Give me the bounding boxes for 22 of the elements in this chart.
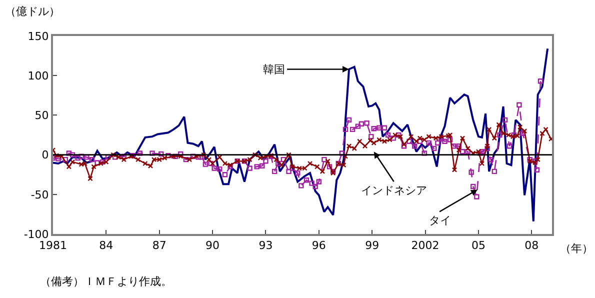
annotation: インドネシア <box>361 184 427 197</box>
x-tick-label: 90 <box>206 239 220 252</box>
x-tick-label: 93 <box>258 239 273 252</box>
x-axis-title: （年） <box>560 242 593 255</box>
y-tick-label: 50 <box>34 109 49 122</box>
text: （備考）ＩＭＦより作成。 <box>40 275 172 288</box>
x-tick-label: 1981 <box>39 239 67 252</box>
y-tick-label: -100 <box>24 228 49 241</box>
x-tick-label: 08 <box>524 239 539 252</box>
x-tick-label: 2002 <box>411 239 440 252</box>
annotation: タイ <box>429 214 451 227</box>
y-tick-label: 100 <box>28 69 49 82</box>
x-tick-label: 05 <box>471 239 486 252</box>
y-axis-title: （億ドル） <box>5 5 60 18</box>
x-tick-label: 99 <box>365 239 380 252</box>
y-tick-label: 150 <box>28 30 49 43</box>
annotation: 韓国 <box>263 63 285 76</box>
x-tick-label: 84 <box>99 239 114 252</box>
x-tick-label: 96 <box>312 239 326 252</box>
y-tick-label: 0 <box>42 148 49 162</box>
x-tick-label: 87 <box>152 239 166 252</box>
y-tick-label: -50 <box>30 188 49 202</box>
